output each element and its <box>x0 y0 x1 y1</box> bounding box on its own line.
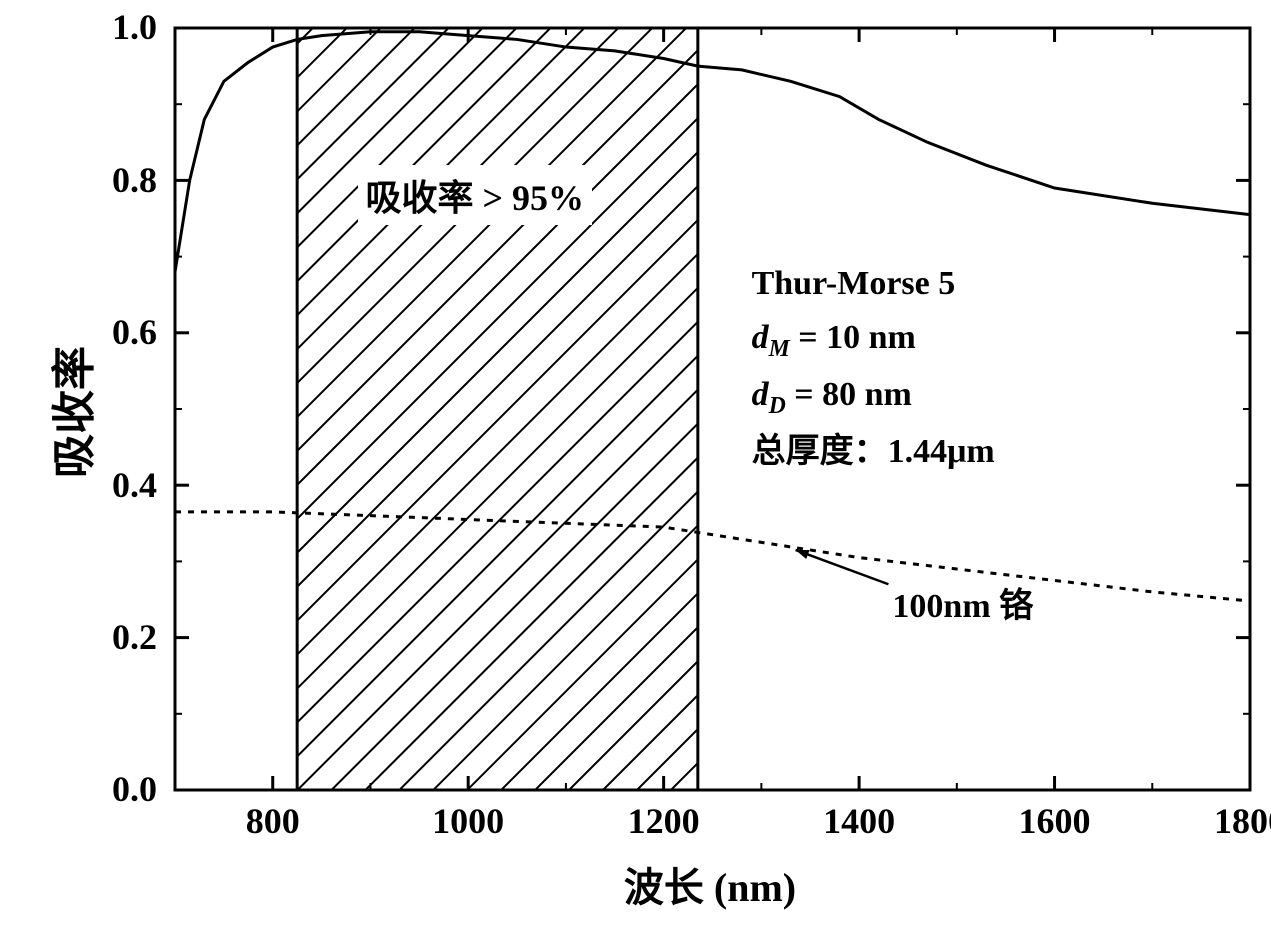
x-axis-label: 波长 (nm) <box>560 855 860 913</box>
ann-line4: 总厚度：1.44μm <box>752 425 995 479</box>
ann-line3: dD = 80 nm <box>752 368 995 425</box>
dashed-series-label-text: 100nm 铬 <box>892 588 1033 625</box>
tick-label: 800 <box>213 800 333 842</box>
tick-label: 1600 <box>995 800 1115 842</box>
tick-label: 0.4 <box>37 464 157 506</box>
hatched-region-label: 吸收率 > 95% <box>358 165 593 225</box>
tick-label: 1.0 <box>37 6 157 48</box>
dashed-series-label: 100nm 铬 <box>892 578 1033 627</box>
ann-line2: dM = 10 nm <box>752 311 995 368</box>
tick-label: 1000 <box>408 800 528 842</box>
tick-label: 1200 <box>604 800 724 842</box>
tick-label: 0.6 <box>37 311 157 353</box>
tick-label: 0.0 <box>37 768 157 810</box>
chart-container: 吸收率 波长 (nm) 吸收率 > 95% Thur-Morse 5 dM = … <box>0 0 1271 920</box>
tick-label: 0.2 <box>37 616 157 658</box>
chart-svg <box>0 0 1271 920</box>
tick-label: 1800 <box>1190 800 1271 842</box>
ann-line1: Thur-Morse 5 <box>752 257 995 311</box>
parameters-annotation: Thur-Morse 5 dM = 10 nm dD = 80 nm 总厚度：1… <box>752 257 995 480</box>
tick-label: 0.8 <box>37 159 157 201</box>
tick-label: 1400 <box>799 800 919 842</box>
hatched-region-label-text: 吸收率 > 95% <box>366 178 585 218</box>
x-axis-label-text: 波长 (nm) <box>624 865 796 910</box>
y-axis-label-text: 吸收率 <box>50 346 99 478</box>
